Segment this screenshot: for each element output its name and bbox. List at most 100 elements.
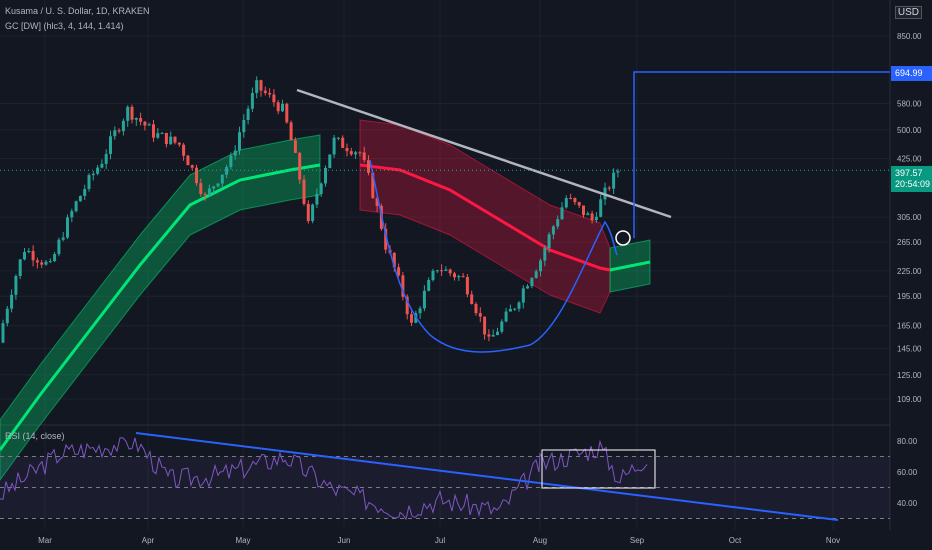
- axes: 109.00 125.00 145.00 165.00 195.00 225.00 265.…: [38, 32, 922, 545]
- candle-down: [577, 202, 581, 206]
- candle-up: [242, 119, 246, 133]
- bear-band-area: [359, 119, 611, 314]
- candle-up: [250, 93, 254, 109]
- rsi-label: RSI (14, close): [5, 431, 65, 441]
- candle-down: [573, 198, 577, 203]
- candle-down: [143, 121, 147, 126]
- candle-up: [18, 259, 22, 276]
- candle-up: [109, 136, 112, 154]
- candle-down: [367, 160, 370, 173]
- target-level-line: [633, 71, 890, 238]
- last-price-tag: 397.57 20:54:09: [891, 166, 932, 192]
- price-tick-label: 305.00: [897, 213, 922, 222]
- price-tick-label: 195.00: [897, 292, 922, 301]
- candle-up: [616, 171, 620, 173]
- candle-down: [289, 122, 293, 141]
- candle-down: [483, 316, 487, 335]
- candle-up: [560, 207, 564, 220]
- price-tick-label: 425.00: [897, 155, 922, 164]
- candle-up: [444, 269, 448, 271]
- time-tick-label: Apr: [142, 536, 155, 545]
- candle-up: [534, 271, 538, 279]
- rounded-bottom-curve: [369, 159, 618, 353]
- candle-up: [612, 172, 616, 189]
- candle-up: [61, 237, 65, 240]
- candle-up: [500, 321, 504, 332]
- candle-up: [332, 137, 336, 155]
- candle-down: [285, 103, 289, 123]
- candle-up: [435, 270, 439, 272]
- candle-down: [268, 92, 272, 95]
- rsi-tick-label: 60.00: [897, 468, 918, 477]
- candle-down: [117, 130, 121, 132]
- rsi-tick-label: 40.00: [897, 499, 918, 508]
- candle-down: [190, 165, 194, 168]
- candle-down: [410, 314, 413, 323]
- candle-up: [556, 219, 560, 227]
- time-tick-label: Aug: [533, 536, 547, 545]
- candle-up: [70, 211, 74, 218]
- candle-up: [311, 204, 315, 222]
- candle-up: [220, 174, 224, 184]
- currency-label[interactable]: USD: [894, 6, 922, 19]
- candle-down: [470, 294, 474, 304]
- candle-up: [422, 290, 426, 309]
- candle-down: [139, 118, 143, 122]
- candle-up: [104, 153, 108, 164]
- candle-up: [328, 154, 332, 168]
- bull-centre-line: [609, 260, 651, 272]
- candle-down: [195, 167, 198, 184]
- candle-up: [91, 173, 95, 176]
- candle-up: [539, 260, 542, 272]
- candle-up: [27, 250, 31, 253]
- candle-up: [212, 186, 216, 189]
- candle-up: [160, 132, 164, 134]
- breakout-circle: [615, 230, 631, 246]
- candle-down: [375, 198, 379, 206]
- candle-down: [590, 213, 594, 221]
- price-candles: [1, 76, 620, 344]
- candle-up: [418, 308, 422, 314]
- candle-down: [164, 132, 168, 145]
- candle-up: [53, 254, 57, 262]
- candle-up: [225, 167, 229, 175]
- candle-up: [48, 261, 52, 263]
- time-tick-label: May: [235, 536, 250, 545]
- candle-up: [586, 213, 590, 216]
- candle-up: [100, 163, 104, 168]
- candle-up: [96, 167, 100, 174]
- candle-down: [487, 334, 491, 337]
- time-tick-label: Jul: [435, 536, 445, 545]
- candle-down: [607, 187, 611, 189]
- candle-down: [392, 252, 396, 268]
- price-tick-label: 165.00: [897, 322, 922, 331]
- candle-down: [397, 267, 401, 276]
- candle-up: [521, 288, 525, 303]
- candle-up: [44, 261, 48, 265]
- candle-up: [14, 275, 18, 295]
- candle-up: [74, 201, 78, 212]
- candle-up: [315, 193, 319, 205]
- candle-down: [259, 80, 263, 91]
- candle-down: [293, 140, 297, 153]
- candle-up: [147, 124, 151, 126]
- candle-down: [345, 147, 349, 152]
- candle-up: [10, 294, 14, 309]
- candle-up: [517, 302, 521, 309]
- time-tick-label: Jun: [338, 536, 351, 545]
- candle-up: [87, 175, 91, 189]
- candle-up: [23, 252, 26, 260]
- candle-up: [5, 308, 9, 324]
- indicator-label: GC [DW] (hlc3, 4, 144, 1.414): [5, 21, 124, 31]
- candle-up: [551, 226, 555, 235]
- candle-down: [440, 270, 444, 272]
- candle-up: [508, 308, 512, 312]
- candle-up: [113, 130, 117, 137]
- candle-up: [427, 280, 431, 291]
- countdown-value: 20:54:09: [895, 179, 931, 189]
- candle-up: [354, 152, 358, 155]
- time-tick-label: Nov: [826, 536, 840, 545]
- candle-up: [156, 133, 160, 138]
- candle-up: [238, 132, 241, 151]
